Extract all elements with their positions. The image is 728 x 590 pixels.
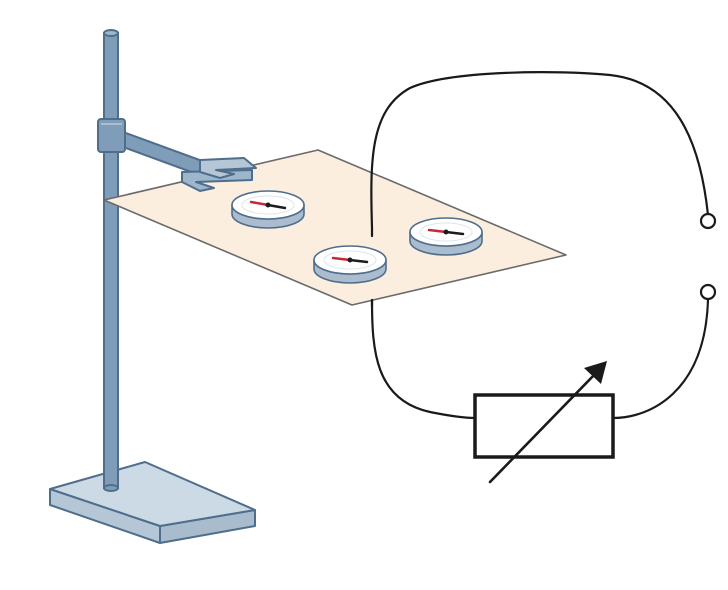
compass-needle-north	[427, 228, 448, 234]
clamp-jaw-upper	[199, 157, 257, 179]
compass	[231, 190, 305, 229]
clamp-jaw-lower	[181, 169, 253, 192]
compass-needle-south	[444, 230, 465, 236]
wire-right-lower	[611, 298, 710, 420]
wire-top	[370, 71, 710, 230]
stand-base	[49, 461, 256, 544]
compass-needle-south	[348, 258, 369, 264]
terminal-lower	[699, 283, 717, 301]
wire-left-lower	[370, 298, 477, 420]
compass	[313, 245, 387, 284]
resistor-arrow-shaft	[488, 371, 598, 484]
stand-rod-foot	[103, 484, 119, 492]
terminal-upper	[699, 212, 717, 230]
terminals	[699, 212, 717, 301]
arrow-head-icon	[584, 361, 607, 384]
boss-head-block	[97, 118, 126, 153]
compass-needle-south	[266, 203, 287, 210]
stand-rod-body	[103, 32, 119, 489]
circuit-wires	[370, 71, 710, 420]
variable-resistor	[473, 361, 615, 484]
clamp-jaws	[181, 157, 257, 192]
compass-needle-north	[331, 256, 352, 262]
boss-head	[97, 118, 206, 178]
stand-rod-top	[103, 29, 119, 37]
compass	[409, 217, 483, 256]
stand-rod	[103, 29, 119, 492]
compass-needle-north	[249, 200, 270, 207]
